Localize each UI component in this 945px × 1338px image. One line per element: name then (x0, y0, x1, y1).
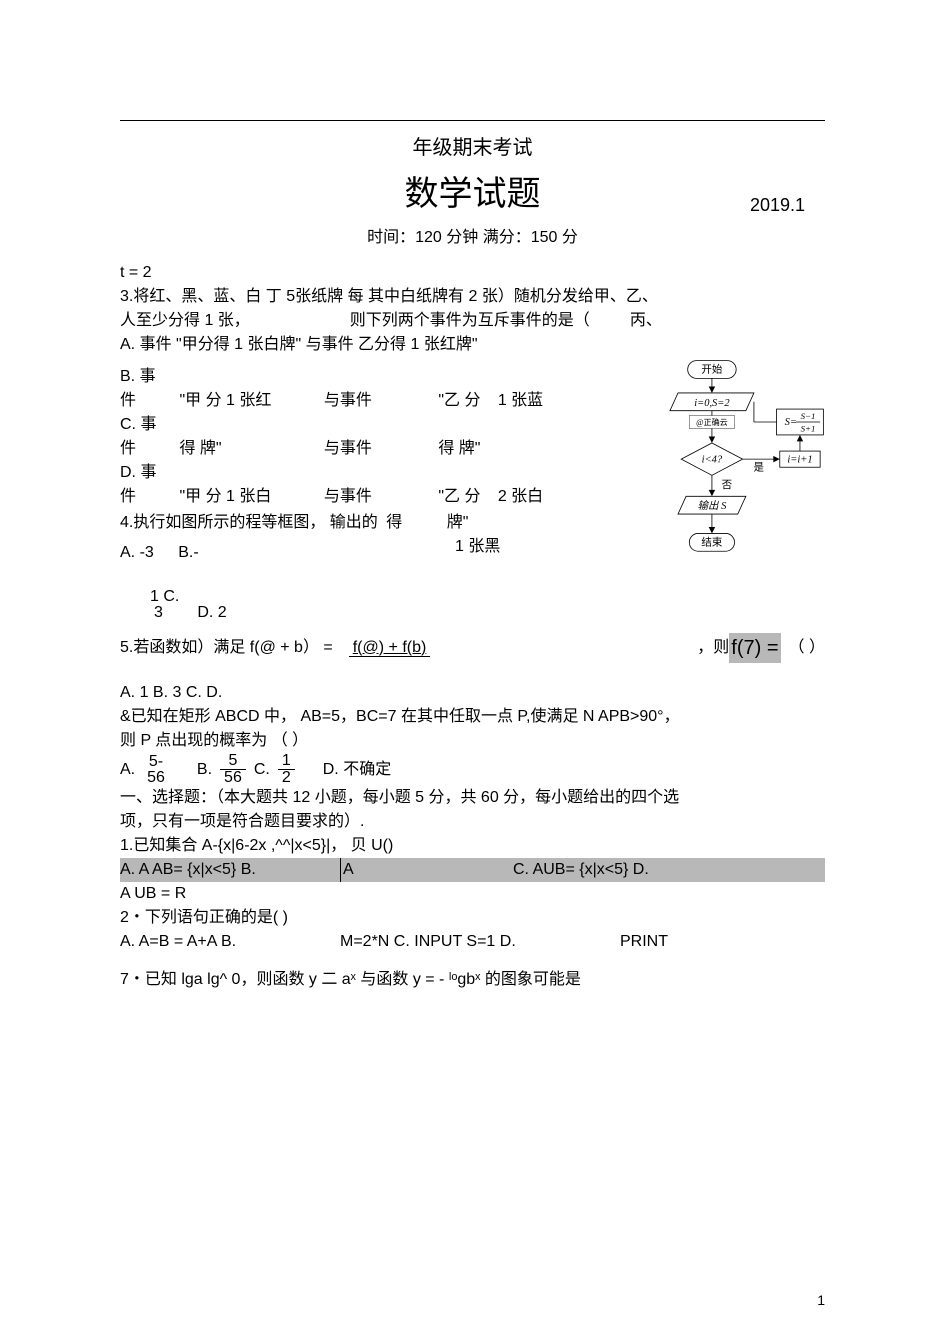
q1-highlight-row: A. A AB= {x|x<5} B. A C. AUB= {x|x<5} D. (120, 858, 825, 882)
q6-line2: 则 P 点出现的概率为 （ ） (120, 729, 825, 753)
q3-optC-d: 得 牌" (438, 440, 480, 457)
fc-yes: 是 (754, 461, 765, 473)
q6-D-label: D. 不确定 (323, 758, 391, 782)
q3-optB-a: B. 事 件 (120, 365, 175, 413)
q3-line2-right: 则下列两个事件为互斥事件的是（ (350, 309, 590, 333)
fc-watermark: @正确云 (696, 417, 728, 427)
q3-optA: A. 事件 "甲分得 1 张白牌" 与事件 乙分得 1 张红牌" (120, 333, 825, 357)
q3-optD-c: 与事件 (324, 485, 434, 509)
flowchart-figure: 开始 i=0,S=2 @正确云 i<4? (615, 359, 825, 609)
q2-B: M=2*N C. INPUT S=1 D. (340, 930, 620, 954)
q5-prefix: 5.若函数如）满足 f(@ + b） = (120, 636, 333, 660)
q3-optD-e: 2 张白 (498, 488, 543, 505)
q3-optD-b: "甲 分 1 张白 (179, 485, 319, 509)
q6-B-den: 56 (220, 770, 246, 786)
q6-A-label: A. (120, 758, 135, 782)
fc-start: 开始 (701, 363, 722, 376)
q6-A-den: 56 (143, 770, 169, 786)
q3-optB-b: "甲 分 1 张红 (179, 389, 319, 413)
q4-optC1: 1 C. (150, 589, 609, 605)
fc-s-num: S−1 (801, 411, 816, 421)
q6-B-label: B. (197, 758, 212, 782)
q3-optD-d: "乙 分 (438, 485, 493, 509)
q4-optC2: 3 (154, 604, 163, 621)
q1-line3: A UB = R (120, 882, 825, 906)
q6-A-num: 5- (143, 754, 169, 770)
q6-C-den: 2 (278, 770, 295, 786)
grade-subtitle: 年级期末考试 (120, 131, 825, 160)
fc-s-lhs: S= (785, 417, 797, 428)
q1-stem: 1.已知集合 A-{x|6-2x ,^^|x<5}|， 贝 U() (120, 834, 825, 858)
fc-s-den: S+1 (801, 424, 816, 434)
q3-optD-a: D. 事 件 (120, 461, 175, 509)
fc-init: i=0,S=2 (694, 398, 730, 409)
q1-hl-left: A. A AB= {x|x<5} B. (120, 858, 340, 882)
q6-B-num: 5 (220, 753, 246, 770)
q5-frac-num: f(@) + f(b) (349, 640, 431, 657)
fc-end: 结束 (701, 536, 722, 549)
page-number: 1 (817, 1292, 825, 1308)
q4-optD: D. 2 (197, 604, 226, 621)
q3-optC-a: C. 事 件 (120, 413, 175, 461)
q3-stem: 3.将红、黑、蓝、白 丁 5张纸牌 每 其中白纸牌有 2 张）随机分发给甲、乙、 (120, 285, 825, 309)
exam-timing: 时间：120 分钟 满分：150 分 (120, 223, 825, 247)
section-line2: 项，只有一项是符合题目要求的）. (120, 810, 825, 834)
q2-C: PRINT (620, 930, 668, 954)
fc-no: 否 (722, 479, 733, 491)
q4-stem: 4.执行如图所示的程等框图， 输出的 (120, 514, 378, 531)
fc-output: 输出 S (698, 500, 728, 512)
section-line1: 一、选择题：（本大题共 12 小题，每小题 5 分，共 60 分，每小题给出的四… (120, 786, 825, 810)
t-equals: t = 2 (120, 261, 825, 285)
q3-line2-left: 人至少分得 1 张， (120, 309, 250, 333)
q3-line2-trail: 丙、 (630, 309, 662, 333)
q6-line1: &已知在矩形 ABCD 中， AB=5，BC=7 在其中任取一点 P,使满足 N… (120, 705, 825, 729)
q4-optA: A. -3 (120, 544, 154, 561)
fc-assign-i: i=i+1 (787, 454, 812, 465)
q6-C-label: C. (254, 758, 270, 782)
exam-title: 数学试题 (405, 166, 541, 215)
q3-optC-b: 得 牌" (179, 437, 319, 461)
q3-optB-d: "乙 分 (438, 389, 493, 413)
fc-cond: i<4? (702, 454, 723, 465)
q2-stem: 2・下列语句正确的是( ) (120, 906, 825, 930)
q6-C-num: 1 (278, 753, 295, 770)
q4-optB: B.- (178, 544, 198, 561)
q4-stem-trail: 牌" (447, 514, 469, 531)
q4-stem-mid: 得 (386, 514, 402, 531)
q5-opts: A. 1 B. 3 C. D. (120, 681, 825, 705)
q3-optB-c: 与事件 (324, 389, 434, 413)
exam-date: 2019.1 (750, 195, 805, 216)
q3-optB-e: 1 张蓝 (498, 392, 543, 409)
q5-trail: （ ） (789, 636, 825, 660)
q2-A: A. A=B = A+A B. (120, 930, 340, 954)
q1-hl-right: C. AUB= {x|x<5} D. (513, 858, 649, 882)
q3-optC-c: 与事件 (324, 437, 434, 461)
q5-boxed: f(7) = (729, 633, 780, 663)
q7-stem: 7・已知 lga lg^ 0，则函数 y 二 aˣ 与函数 y = - ˡᵒgb… (120, 968, 825, 992)
q1-hl-mid: A (340, 858, 513, 882)
q5-mid: ，则 (697, 636, 729, 660)
